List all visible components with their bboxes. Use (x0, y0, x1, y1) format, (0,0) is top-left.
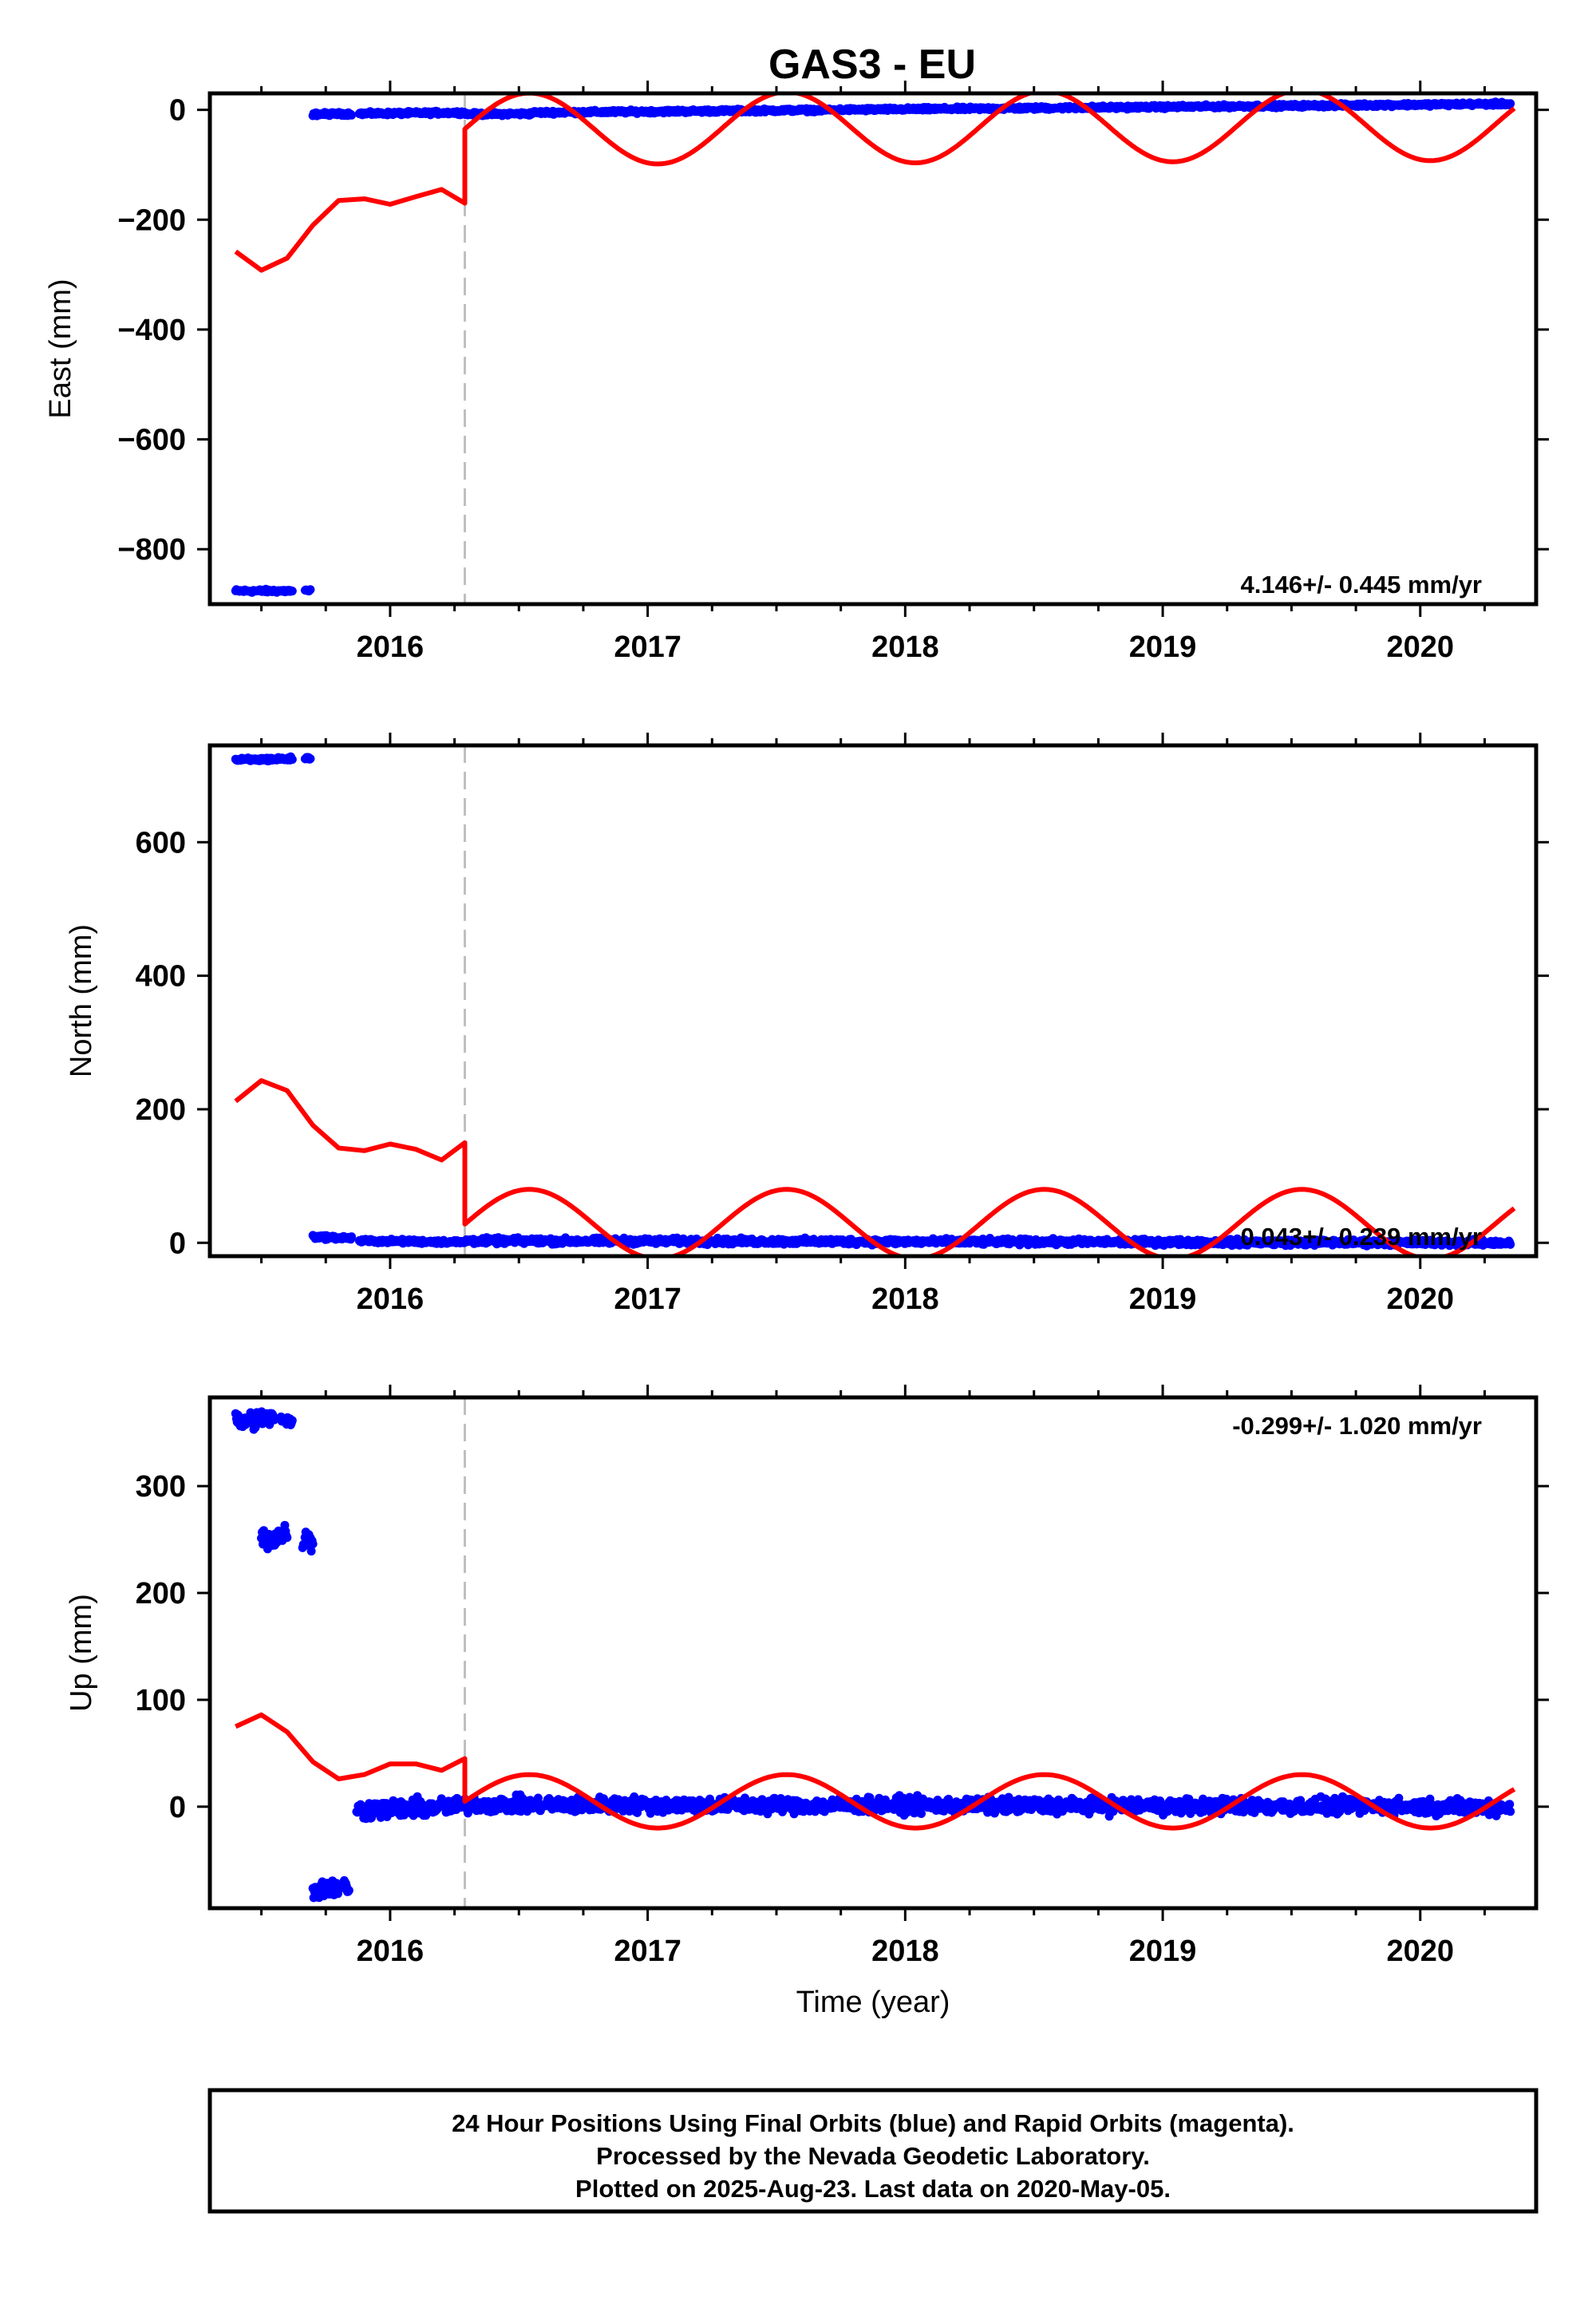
data-point (1335, 1807, 1345, 1816)
data-point (287, 1416, 297, 1425)
data-point (287, 755, 297, 765)
east-panel: 2016 2017 2018 2019 2020 0 −200 −400 −600 −800 Eas… (44, 81, 1549, 664)
y-tick-label: 200 (136, 1093, 186, 1127)
north-panel: 2016 2017 2018 2019 2020 0 200 400 600 North (mm)… (65, 733, 1549, 1316)
data-point (917, 1809, 926, 1818)
model-curve (234, 1078, 1516, 1256)
data-point (1506, 1239, 1515, 1249)
y-tick-label: 0 (169, 1227, 186, 1260)
y-tick-label: −800 (117, 533, 186, 567)
x-tick-label: 2016 (357, 630, 425, 664)
data-point (287, 587, 297, 596)
data-point (347, 110, 356, 120)
data-point (306, 754, 315, 764)
model-curve (235, 1712, 1516, 1831)
y-tick-label: −400 (117, 314, 186, 347)
x-tick-label: 2018 (871, 630, 939, 664)
data-point (347, 1232, 356, 1242)
y-axis-label: North (mm) (65, 924, 98, 1077)
plot-frame (207, 743, 1539, 1259)
figure-title: GAS3 - EU (768, 41, 976, 88)
plot-frame (207, 1395, 1539, 1911)
data-point (306, 1547, 316, 1556)
data-point (533, 1793, 543, 1803)
x-tick-label: 2020 (1387, 1282, 1455, 1316)
y-tick-label: 600 (136, 826, 186, 860)
data-points (231, 97, 1515, 597)
model-curve (234, 93, 1516, 273)
x-tick-label: 2018 (871, 1282, 939, 1316)
data-point (1506, 1807, 1515, 1816)
data-point (306, 585, 315, 595)
x-tick-label: 2019 (1129, 630, 1197, 664)
velocity-label: 4.146+/- 0.445 mm/yr (1241, 571, 1482, 599)
y-tick-label: 0 (169, 94, 186, 128)
data-point (344, 1886, 354, 1895)
x-tick-label: 2020 (1387, 630, 1455, 664)
data-point (1505, 1800, 1515, 1809)
y-tick-label: −200 (117, 204, 186, 237)
y-tick-label: −600 (117, 424, 186, 457)
y-tick-label: 400 (136, 960, 186, 994)
x-tick-label: 2017 (614, 630, 681, 664)
plot-frame (207, 91, 1539, 607)
velocity-label: 0.043+/- 0.239 mm/yr (1241, 1223, 1482, 1251)
data-points (231, 752, 1515, 1251)
data-point (308, 1539, 318, 1549)
data-point (1506, 99, 1515, 109)
data-points (231, 1407, 1515, 1903)
y-axis-label: East (mm) (44, 279, 77, 418)
x-tick-label: 2019 (1129, 1282, 1197, 1316)
x-tick-label: 2017 (614, 1282, 681, 1316)
x-tick-label: 2016 (357, 1282, 425, 1316)
data-point (282, 1533, 292, 1543)
